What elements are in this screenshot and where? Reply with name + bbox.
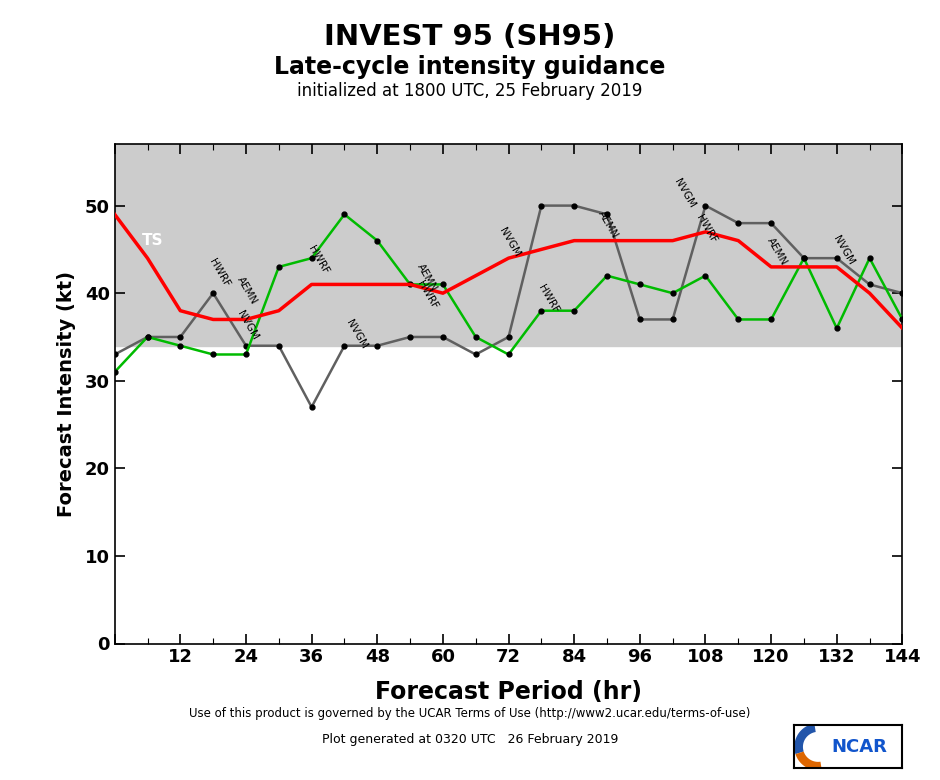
Text: initialized at 1800 UTC, 25 February 2019: initialized at 1800 UTC, 25 February 201… — [297, 82, 643, 100]
Text: NCAR: NCAR — [831, 738, 887, 756]
Text: HWRF: HWRF — [208, 257, 232, 289]
Text: NVGM: NVGM — [673, 177, 697, 210]
Text: NVGM: NVGM — [344, 317, 369, 350]
Text: INVEST 95 (SH95): INVEST 95 (SH95) — [324, 23, 616, 51]
Text: AEMN: AEMN — [596, 210, 619, 241]
Text: NVGM: NVGM — [235, 309, 259, 342]
Bar — [115, 144, 902, 346]
Polygon shape — [795, 751, 822, 771]
Text: NVGM: NVGM — [497, 225, 523, 258]
Text: Plot generated at 0320 UTC   26 February 2019: Plot generated at 0320 UTC 26 February 2… — [321, 733, 619, 746]
Text: AEMN: AEMN — [415, 262, 439, 293]
Text: TS: TS — [142, 233, 164, 248]
Text: HWRF: HWRF — [306, 244, 330, 275]
Y-axis label: Forecast Intensity (kt): Forecast Intensity (kt) — [57, 271, 76, 517]
Text: HWRF: HWRF — [415, 279, 440, 310]
Polygon shape — [794, 724, 816, 754]
X-axis label: Forecast Period (hr): Forecast Period (hr) — [375, 680, 642, 704]
Text: Late-cycle intensity guidance: Late-cycle intensity guidance — [274, 55, 666, 79]
Text: HWRF: HWRF — [536, 283, 560, 315]
Text: Use of this product is governed by the UCAR Terms of Use (http://www2.ucar.edu/t: Use of this product is governed by the U… — [189, 707, 751, 721]
Text: AEMN: AEMN — [235, 275, 258, 307]
Text: AEMN: AEMN — [766, 236, 790, 267]
Text: NVGM: NVGM — [831, 234, 856, 267]
Text: HWRF: HWRF — [695, 213, 719, 245]
